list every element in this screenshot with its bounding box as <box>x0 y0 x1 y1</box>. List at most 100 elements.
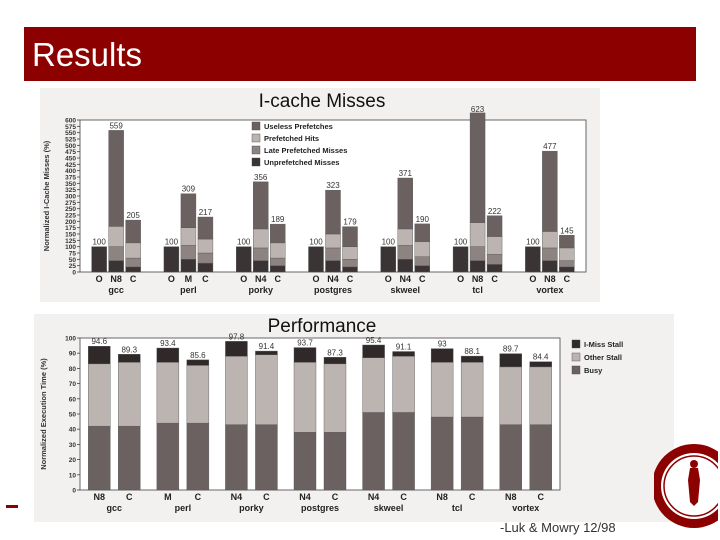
y-tick-label: 20 <box>69 457 77 464</box>
y-tick-label: 50 <box>69 257 77 264</box>
group-label: skweel <box>391 285 421 295</box>
bar-segment <box>323 357 347 365</box>
bar-segment <box>197 238 214 254</box>
bar-segment <box>197 262 214 273</box>
data-label: 189 <box>271 215 285 224</box>
bar-segment <box>362 357 385 413</box>
bar-label: C <box>195 492 202 502</box>
bar-label: C <box>400 492 407 502</box>
bar-label: O <box>168 274 175 284</box>
bar-segment <box>469 222 486 247</box>
bar-segment <box>180 193 197 228</box>
bar-segment <box>460 416 484 491</box>
y-tick-label: 75 <box>69 251 77 258</box>
data-label: 100 <box>92 238 106 247</box>
bar-segment <box>255 424 278 491</box>
bar-segment <box>529 366 552 425</box>
data-label: 93.4 <box>160 339 176 348</box>
bar-segment <box>380 246 396 273</box>
legend-swatch <box>251 145 261 155</box>
icache-misses-chart: I-cache Misses02550751001251501752002252… <box>40 88 600 302</box>
y-tick-label: 500 <box>65 143 76 150</box>
bar-segment <box>88 346 111 365</box>
y-tick-label: 60 <box>69 396 77 403</box>
university-seal-icon <box>654 444 718 528</box>
bar-segment <box>469 260 486 273</box>
bar-segment <box>225 424 248 491</box>
bar-segment <box>559 260 575 268</box>
legend-swatch <box>251 121 261 131</box>
data-label: 97.8 <box>229 332 245 341</box>
y-tick-label: 25 <box>69 263 77 270</box>
group-label: vortex <box>512 503 539 513</box>
bar-segment <box>308 246 324 273</box>
bar-segment <box>125 257 141 268</box>
bar-segment <box>156 362 180 424</box>
group-label: porky <box>248 285 273 295</box>
y-tick-label: 90 <box>69 351 77 358</box>
bar-label: O <box>312 274 319 284</box>
legend-label: Late Prefetched Misses <box>264 146 347 155</box>
bar-label: C <box>263 492 270 502</box>
bar-segment <box>542 231 558 249</box>
legend-label: Busy <box>584 366 603 375</box>
bar-label: C <box>564 274 571 284</box>
bar-segment <box>414 241 430 258</box>
bar-segment <box>542 150 558 232</box>
slide-dash-mark <box>6 505 18 508</box>
y-tick-label: 80 <box>69 366 77 373</box>
bar-segment <box>197 216 214 240</box>
bar-segment <box>559 247 575 261</box>
y-tick-label: 0 <box>72 270 76 277</box>
bar-label: N4 <box>327 274 339 284</box>
group-label: postgres <box>301 503 339 513</box>
data-label: 87.3 <box>327 348 343 357</box>
data-label: 89.3 <box>121 345 137 354</box>
y-tick-label: 475 <box>65 149 76 156</box>
bar-label: N8 <box>110 274 122 284</box>
y-tick-label: 0 <box>72 488 76 495</box>
bar-segment <box>499 366 522 425</box>
bar-segment <box>270 257 286 266</box>
bar-segment <box>499 353 522 368</box>
bar-segment <box>253 228 269 249</box>
bar-segment <box>118 354 141 363</box>
bar-segment <box>414 223 430 242</box>
data-label: 89.7 <box>503 345 519 354</box>
y-tick-label: 375 <box>65 175 76 182</box>
bar-segment <box>525 246 541 273</box>
bar-label: O <box>457 274 464 284</box>
y-tick-label: 275 <box>65 200 76 207</box>
data-label: 145 <box>560 226 574 235</box>
bar-label: C <box>126 492 133 502</box>
bar-segment <box>342 246 358 260</box>
data-label: 94.6 <box>91 337 107 346</box>
bar-segment <box>486 215 503 237</box>
bar-segment <box>362 412 385 491</box>
bar-segment <box>342 266 358 273</box>
bar-label: N4 <box>368 492 380 502</box>
bar-segment <box>362 344 385 358</box>
group-label: perl <box>175 503 192 513</box>
bar-label: C <box>419 274 426 284</box>
group-label: postgres <box>314 285 352 295</box>
bar-segment <box>236 246 252 273</box>
bar-segment <box>197 252 214 264</box>
bar-label: C <box>537 492 544 502</box>
performance-chart: Performance 0 10 20 30 40 50 60 70 80 90 100 Normali… <box>34 314 674 522</box>
data-label: 309 <box>182 185 196 194</box>
data-label: 477 <box>543 142 557 151</box>
bar-segment <box>397 259 413 273</box>
bar-segment <box>430 348 454 363</box>
data-label: 91.4 <box>259 342 275 351</box>
bar-segment <box>414 265 430 273</box>
bar-segment <box>342 259 358 268</box>
y-tick-label: 600 <box>65 118 76 125</box>
bar-segment <box>392 356 415 413</box>
bar-segment <box>180 245 197 260</box>
bar-segment <box>118 425 141 491</box>
y-tick-label: 350 <box>65 181 76 188</box>
bar-segment <box>397 228 413 246</box>
y-tick-label: 325 <box>65 187 76 194</box>
bar-segment <box>542 247 558 261</box>
